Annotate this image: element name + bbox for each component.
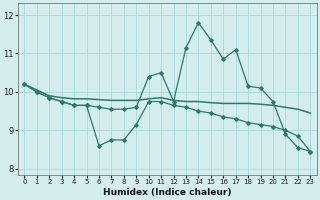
X-axis label: Humidex (Indice chaleur): Humidex (Indice chaleur) (103, 188, 232, 197)
